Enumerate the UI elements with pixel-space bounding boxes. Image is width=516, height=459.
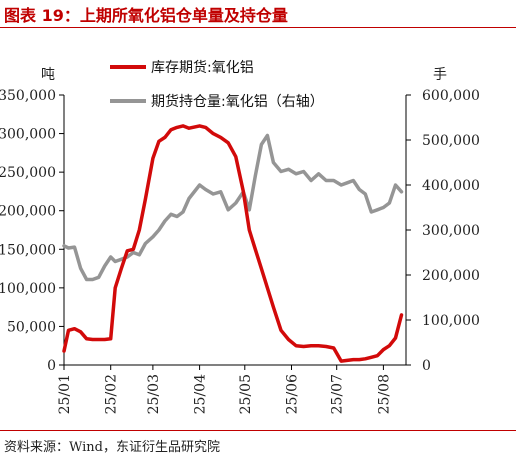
x-tick-label: 25/01: [57, 374, 73, 414]
legend-label-open-interest: 期货持仓量:氧化铝（右轴）: [151, 93, 324, 110]
left-axis: 0 50,000 100,000 150,000 200,000 250,000 300,0…: [0, 67, 65, 374]
right-axis-unit: 手: [433, 67, 447, 83]
x-tick-label: 25/04: [193, 374, 209, 414]
chart: 0 50,000 100,000 150,000 200,000 250,000 300,0…: [0, 59, 480, 414]
open-interest-series-line: [62, 133, 404, 282]
right-tick-label: 0: [422, 358, 431, 374]
right-tick-label: 100,000: [422, 313, 480, 329]
x-tick-label: 25/02: [104, 374, 120, 414]
source-rule: [0, 430, 516, 431]
right-tick-label: 200,000: [422, 268, 480, 284]
left-tick-label: 350,000: [0, 88, 56, 104]
left-tick-label: 300,000: [0, 127, 56, 143]
x-tick-label: 25/07: [330, 374, 346, 414]
left-tick-label: 100,000: [0, 281, 56, 297]
left-tick-label: 150,000: [0, 242, 56, 258]
x-tick-label: 25/05: [238, 374, 254, 414]
x-tick-label: 25/03: [146, 374, 162, 414]
source-note: 资料来源：Wind，东证衍生品研究院: [4, 440, 220, 455]
x-tick-label: 25/08: [376, 374, 392, 414]
left-tick-label: 0: [47, 358, 56, 374]
left-tick-label: 50,000: [7, 319, 56, 335]
x-axis: 25/01 25/02 25/03 25/04 25/05 25/06 25/07 25/08: [57, 364, 406, 414]
inventory-series-line: [62, 124, 404, 363]
title-rule: [0, 27, 516, 28]
right-tick-label: 300,000: [422, 223, 480, 239]
right-axis: 0 100,000 200,000 300,000 400,000 500,000 600,…: [405, 67, 480, 374]
right-tick-label: 600,000: [422, 88, 480, 104]
right-tick-label: 400,000: [422, 178, 480, 194]
left-tick-label: 250,000: [0, 165, 56, 181]
legend-label-inventory: 库存期货:氧化铝: [151, 59, 254, 76]
series-layer: [62, 124, 404, 363]
left-tick-label: 200,000: [0, 204, 56, 220]
right-tick-label: 500,000: [422, 133, 480, 149]
left-axis-unit: 吨: [41, 67, 55, 83]
x-tick-label: 25/06: [284, 374, 300, 414]
chart-title: 图表 19：上期所氧化铝仓单量及持仓量: [4, 6, 288, 25]
